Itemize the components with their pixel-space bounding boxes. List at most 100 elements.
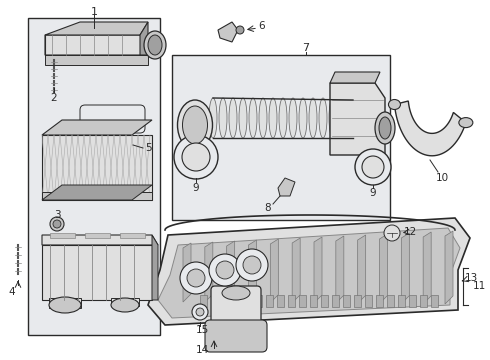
Text: 2: 2: [50, 93, 57, 103]
Polygon shape: [358, 235, 366, 303]
Polygon shape: [445, 231, 453, 304]
Ellipse shape: [299, 98, 307, 138]
Ellipse shape: [144, 31, 166, 59]
Ellipse shape: [239, 98, 247, 138]
Polygon shape: [42, 120, 152, 135]
Polygon shape: [394, 101, 466, 156]
Polygon shape: [379, 234, 388, 303]
Bar: [85, 233, 110, 238]
Polygon shape: [140, 22, 148, 55]
Bar: [42, 192, 152, 200]
Text: 6: 6: [259, 21, 265, 31]
Ellipse shape: [148, 35, 162, 55]
Bar: [310, 295, 317, 307]
Text: 11: 11: [473, 281, 486, 291]
Ellipse shape: [289, 98, 297, 138]
Bar: [365, 295, 372, 307]
Ellipse shape: [229, 98, 237, 138]
Polygon shape: [336, 236, 344, 303]
Polygon shape: [330, 72, 380, 83]
Polygon shape: [42, 185, 152, 200]
Ellipse shape: [259, 98, 267, 138]
Polygon shape: [423, 232, 431, 304]
Ellipse shape: [279, 98, 287, 138]
FancyBboxPatch shape: [211, 286, 261, 344]
Bar: [200, 295, 207, 307]
Bar: [233, 295, 240, 307]
Polygon shape: [183, 243, 191, 302]
Bar: [255, 295, 262, 307]
Circle shape: [192, 304, 208, 320]
Polygon shape: [45, 55, 148, 65]
Bar: [50, 233, 75, 238]
Ellipse shape: [219, 98, 227, 138]
Bar: [111, 298, 139, 306]
Ellipse shape: [249, 98, 257, 138]
Circle shape: [50, 217, 64, 231]
Ellipse shape: [375, 112, 395, 144]
Ellipse shape: [339, 98, 347, 138]
Bar: [288, 295, 295, 307]
Bar: [420, 295, 427, 307]
Text: 10: 10: [436, 173, 448, 183]
Ellipse shape: [222, 286, 250, 300]
Circle shape: [187, 269, 205, 287]
Bar: [49, 298, 81, 308]
Bar: [409, 295, 416, 307]
Circle shape: [384, 225, 400, 241]
Polygon shape: [148, 218, 470, 325]
Polygon shape: [248, 240, 256, 302]
Ellipse shape: [379, 117, 391, 139]
Bar: [120, 233, 145, 238]
Ellipse shape: [319, 98, 327, 138]
Polygon shape: [270, 239, 278, 303]
Circle shape: [174, 135, 218, 179]
Polygon shape: [227, 241, 235, 302]
FancyBboxPatch shape: [80, 105, 145, 133]
Bar: [211, 295, 218, 307]
Polygon shape: [314, 237, 322, 303]
Circle shape: [236, 249, 268, 281]
Ellipse shape: [329, 98, 337, 138]
Text: 9: 9: [193, 183, 199, 193]
Polygon shape: [205, 242, 213, 302]
Polygon shape: [218, 22, 238, 42]
Circle shape: [53, 220, 61, 228]
Ellipse shape: [177, 100, 213, 150]
Circle shape: [236, 26, 244, 34]
Text: 14: 14: [196, 345, 209, 355]
Bar: [343, 295, 350, 307]
Ellipse shape: [111, 298, 139, 312]
Text: 8: 8: [265, 203, 271, 213]
Polygon shape: [278, 178, 295, 196]
Text: 15: 15: [196, 325, 209, 335]
Bar: [431, 295, 438, 307]
Circle shape: [355, 149, 391, 185]
Bar: [42, 135, 152, 200]
Polygon shape: [401, 233, 409, 304]
Bar: [398, 295, 405, 307]
Polygon shape: [292, 238, 300, 303]
Circle shape: [182, 143, 210, 171]
Bar: [376, 295, 383, 307]
Bar: [299, 295, 306, 307]
Ellipse shape: [309, 98, 317, 138]
Bar: [332, 295, 339, 307]
Text: 7: 7: [302, 43, 310, 53]
Circle shape: [243, 256, 261, 274]
Text: 9: 9: [369, 188, 376, 198]
Bar: [277, 295, 284, 307]
Bar: [222, 295, 229, 307]
Text: 13: 13: [465, 273, 478, 283]
Polygon shape: [45, 35, 148, 55]
Circle shape: [180, 262, 212, 294]
Polygon shape: [158, 228, 460, 318]
Circle shape: [362, 156, 384, 178]
Bar: [387, 295, 394, 307]
Circle shape: [209, 254, 241, 286]
Polygon shape: [45, 22, 148, 35]
Circle shape: [196, 308, 204, 316]
Circle shape: [216, 261, 234, 279]
Text: 1: 1: [91, 7, 98, 17]
Bar: [321, 295, 328, 307]
